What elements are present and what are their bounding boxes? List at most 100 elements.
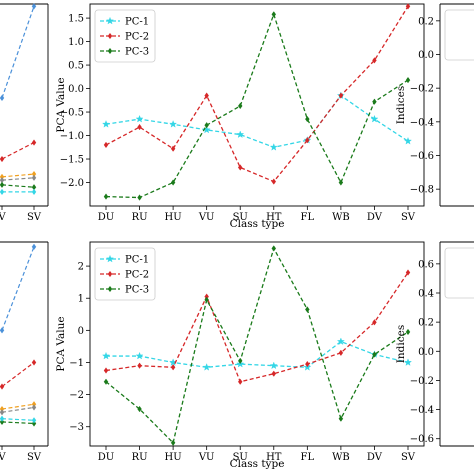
y-tick-label: 1.5 xyxy=(68,14,84,25)
legend-label: PC-1 xyxy=(125,255,149,266)
series-line xyxy=(1,403,35,410)
x-tick-label: SU xyxy=(233,212,248,223)
data-point xyxy=(204,122,209,129)
x-tick-label: DV xyxy=(367,212,383,223)
y-tick-label: 0.4 xyxy=(418,289,434,300)
y-tick-label: −2.0 xyxy=(60,178,84,189)
data-point xyxy=(338,349,344,356)
x-tick-label: VU xyxy=(198,212,215,223)
x-tick-label: SV xyxy=(27,212,42,223)
data-point xyxy=(103,378,109,385)
data-point xyxy=(336,337,345,345)
y-tick-label: −0.4 xyxy=(410,117,434,128)
data-point xyxy=(170,364,176,371)
data-point xyxy=(0,327,5,334)
y-tick-label: −1 xyxy=(69,358,84,369)
data-point xyxy=(372,351,377,358)
series-line xyxy=(1,246,35,331)
series-line xyxy=(1,418,35,421)
data-point xyxy=(135,351,144,360)
data-point xyxy=(0,188,5,196)
data-point xyxy=(404,358,412,366)
data-point xyxy=(338,179,344,186)
partial-chart-right-2: 0.6 0.4 0.2 0.0 −0.2 −0.4 −0.6 Indices xyxy=(395,241,474,447)
data-point xyxy=(0,415,5,422)
series-line xyxy=(1,142,35,160)
data-point xyxy=(305,115,310,123)
data-point xyxy=(31,359,37,366)
data-point xyxy=(102,351,110,360)
partial-chart-right-1: 0.2 0.0 −0.2 −0.4 −0.6 −0.8 Indices xyxy=(395,3,474,207)
legend-label: PC-2 xyxy=(125,270,149,281)
data-point xyxy=(405,3,411,10)
data-point xyxy=(305,360,310,368)
data-point xyxy=(372,98,377,105)
data-point xyxy=(204,296,209,303)
pca-chart-2: −3 −2 −1 0 1 2 DU RU HU VU SU HT FL WB DV SV Class type P… xyxy=(55,241,425,470)
data-point xyxy=(137,123,142,131)
data-point xyxy=(31,188,37,196)
x-tick-label: RU xyxy=(132,212,148,223)
data-point xyxy=(338,415,344,422)
legend-label: PC-3 xyxy=(125,47,149,58)
y-tick-label: −0.6 xyxy=(410,434,434,445)
data-point xyxy=(237,102,243,110)
data-point xyxy=(103,141,109,149)
legend-label: PC-3 xyxy=(125,285,149,296)
y-tick-label: 0.6 xyxy=(418,259,434,270)
data-point xyxy=(237,164,243,171)
x-tick-label: VU xyxy=(198,452,215,463)
data-point xyxy=(271,245,277,252)
x-tick-label: V xyxy=(0,452,6,463)
data-point xyxy=(338,92,344,99)
y-tick-label: −0.4 xyxy=(410,405,434,416)
legend: PC-1 PC-2 PC-3 xyxy=(94,247,156,301)
x-tick-label: FL xyxy=(301,452,315,463)
y-axis-label: PCA Value xyxy=(55,316,67,371)
y-tick-label: −2 xyxy=(69,390,84,401)
legend-box xyxy=(444,247,474,299)
data-point xyxy=(31,139,37,146)
series-line-pc-3 xyxy=(105,246,409,445)
legend-marker xyxy=(106,16,114,25)
y-axis-label: Indices xyxy=(395,325,407,363)
x-tick-label: WB xyxy=(332,452,350,463)
partial-chart-left-2: V SV xyxy=(0,241,49,463)
data-point xyxy=(137,194,142,201)
y-axis-label: PCA Value xyxy=(55,77,67,132)
data-point xyxy=(271,11,277,18)
y-tick-label: 0.0 xyxy=(68,84,84,95)
data-point xyxy=(305,137,310,144)
pca-chart-1: −2.0 −1.5 −1.0 −0.5 0.0 0.5 1.0 1.5 DU RU HU VU SU HT… xyxy=(55,3,425,230)
data-point xyxy=(202,363,211,371)
y-tick-label: 0.0 xyxy=(418,50,434,61)
x-axis-label: Class type xyxy=(230,458,285,470)
data-point xyxy=(103,367,109,374)
y-tick-label: −3 xyxy=(69,422,84,433)
data-point xyxy=(370,114,379,123)
series-line-pc-2 xyxy=(105,272,409,383)
x-tick-label: HT xyxy=(266,452,282,463)
legend-label: PC-2 xyxy=(125,32,149,43)
partial-chart-left-1: V SV xyxy=(0,3,49,223)
legend-marker xyxy=(107,270,113,278)
data-point xyxy=(170,179,176,186)
data-point xyxy=(31,243,37,250)
x-tick-label: WB xyxy=(332,212,350,223)
y-tick-label: −0.5 xyxy=(60,108,84,119)
data-point xyxy=(169,120,178,128)
series-line-pc-3 xyxy=(105,12,409,199)
data-point xyxy=(269,361,278,370)
data-point xyxy=(237,378,243,385)
y-tick-label: −0.2 xyxy=(410,376,434,387)
series-line-pc-1 xyxy=(105,94,409,148)
data-point xyxy=(31,174,37,181)
data-point xyxy=(137,362,142,369)
x-tick-label: V xyxy=(0,212,6,223)
x-tick-label: HT xyxy=(266,212,282,223)
y-axis-label: Indices xyxy=(395,86,407,124)
data-point xyxy=(405,269,411,276)
x-tick-label: HU xyxy=(165,212,182,223)
series-line xyxy=(1,184,35,188)
data-point xyxy=(305,306,310,313)
